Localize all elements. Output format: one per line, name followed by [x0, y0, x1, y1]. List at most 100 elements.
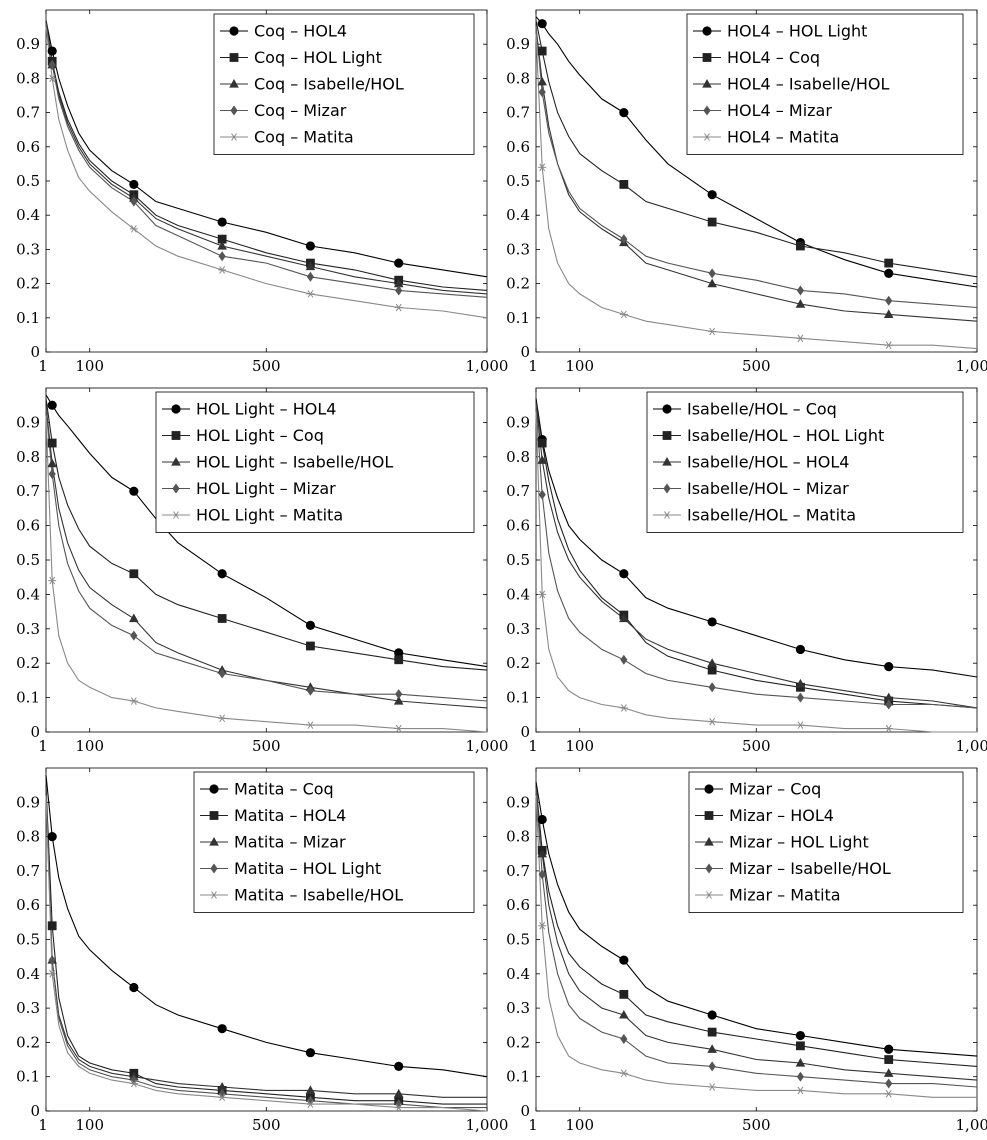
series-2-point: [217, 614, 227, 623]
series-5-point: [796, 334, 805, 343]
series-5-point: [619, 704, 628, 712]
x-tick-label: 500: [742, 1116, 771, 1134]
y-tick-label: 0.5: [16, 551, 40, 569]
series-2-point: [619, 180, 629, 189]
legend-marker: [703, 105, 711, 116]
series-5-point: [48, 576, 57, 585]
y-tick-label: 0.9: [506, 35, 530, 53]
series-line-3: [45, 23, 488, 295]
legend-label: HOL4 – Matita: [727, 128, 839, 147]
x-tick-label: 1: [528, 357, 538, 375]
series-3-point: [47, 458, 57, 468]
legend-label: Matita – HOL4: [234, 806, 346, 825]
series-2-point: [796, 241, 805, 251]
series-3-point: [217, 1081, 227, 1091]
y-tick-label: 0: [520, 723, 530, 741]
series-4-point: [130, 630, 138, 641]
series-1-point: [47, 400, 57, 410]
legend-marker: [172, 483, 180, 494]
legend-marker: [229, 79, 239, 88]
series-4-point: [395, 689, 403, 700]
series-1-point: [394, 1061, 404, 1072]
legend-label: HOL4 – Mizar: [727, 101, 832, 120]
y-tick-label: 0.1: [506, 689, 530, 707]
legend-label: Isabelle/HOL – Coq: [687, 400, 837, 419]
chart-panel-5: 0 0.1 0.2 0.3 0.4 0.5 0.6 0.7 0.8 0.9 1 100 500 1,000…: [16, 767, 509, 1134]
legend-box: [646, 391, 964, 533]
series-4-point: [395, 285, 403, 296]
series-3-point: [129, 613, 139, 623]
legend-label: Mizar – HOL Light: [729, 833, 869, 852]
legend-label: HOL4 – Isabelle/HOL: [727, 75, 890, 94]
series-2-point: [619, 989, 629, 999]
series-line-5: [45, 415, 488, 733]
legend-label: Matita – Coq: [234, 780, 334, 799]
x-tick-label: 1,000: [466, 737, 509, 755]
legend-marker: [230, 105, 238, 116]
x-tick-label: 1: [38, 357, 48, 375]
series-4-point: [48, 955, 56, 966]
y-tick-label: 0.3: [506, 240, 530, 258]
legend-marker: [702, 26, 712, 36]
series-3-point: [795, 678, 806, 688]
series-4-point: [885, 1078, 893, 1089]
series-5-point: [538, 590, 547, 599]
series-3-point: [707, 278, 717, 288]
series-1-point: [305, 241, 316, 251]
x-tick-label: 1,000: [466, 1116, 509, 1134]
series-1-point: [394, 648, 404, 658]
legend-marker: [210, 863, 218, 874]
series-1-point: [129, 179, 139, 190]
legend-marker: [702, 79, 712, 88]
series-4-point: [218, 1088, 226, 1099]
chart-panel-4: 0 0.1 0.2 0.3 0.4 0.5 0.6 0.7 0.8 0.9 1 100 500 1,000…: [506, 387, 987, 755]
series-4-point: [708, 1061, 716, 1072]
y-tick-label: 0.8: [506, 828, 530, 846]
legend-marker: [210, 891, 218, 899]
series-3-point: [305, 1085, 316, 1095]
series-line-2: [45, 785, 487, 1105]
series-4-point: [48, 59, 56, 70]
legend-box: [155, 391, 475, 533]
series-line-3: [535, 27, 978, 322]
y-tick-label: 0.7: [16, 482, 40, 500]
series-1-point: [795, 644, 806, 655]
y-tick-label: 0.8: [16, 448, 40, 466]
y-tick-label: 0.3: [506, 999, 530, 1017]
legend-label: Mizar – Coq: [729, 780, 821, 799]
y-tick-label: 0.7: [506, 104, 530, 122]
chart-panel-2: 0 0.1 0.2 0.3 0.4 0.5 0.6 0.7 0.8 0.9 1 100 500 1,000…: [506, 9, 987, 375]
series-5-point: [708, 717, 717, 726]
legend-label: Matita – Isabelle/HOL: [234, 886, 403, 905]
series-5-point: [884, 724, 893, 733]
y-tick-label: 0.1: [506, 309, 530, 327]
y-tick-label: 0.7: [16, 104, 40, 122]
x-tick-label: 1: [528, 737, 538, 755]
x-tick-label: 100: [565, 357, 594, 375]
series-3-point: [537, 76, 547, 86]
series-1-point: [537, 19, 547, 29]
series-line-4: [45, 795, 487, 1109]
series-2-point: [884, 1055, 894, 1064]
series-line-1: [535, 398, 978, 678]
series-4-point: [796, 1071, 805, 1082]
series-1-point: [619, 569, 629, 579]
series-1-point: [884, 1044, 894, 1054]
legend-box: [686, 13, 964, 155]
legend-box: [193, 771, 475, 913]
series-5-point: [218, 1093, 227, 1102]
series-line-2: [535, 785, 978, 1067]
y-tick-label: 0.6: [506, 517, 530, 535]
y-tick-label: 0.7: [506, 482, 530, 500]
y-tick-label: 0.1: [16, 1068, 40, 1086]
legend-marker: [705, 891, 713, 899]
series-4-point: [130, 1075, 138, 1086]
legend-marker: [171, 404, 181, 414]
legend-label: Coq – Isabelle/HOL: [254, 75, 404, 94]
y-tick-label: 0.9: [506, 793, 530, 811]
series-3-point: [619, 613, 629, 623]
series-5-point: [538, 921, 547, 930]
series-2-point: [537, 438, 547, 448]
series-line-1: [535, 16, 978, 288]
